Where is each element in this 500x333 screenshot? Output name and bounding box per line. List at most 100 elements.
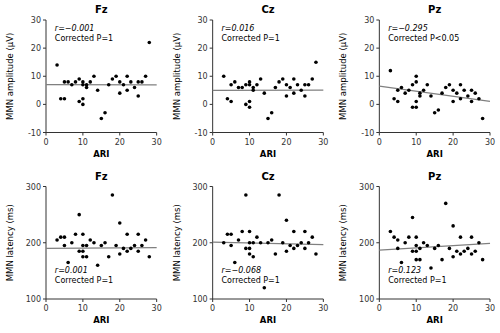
point (136, 249, 140, 253)
point (244, 193, 248, 197)
point (422, 89, 426, 93)
point (451, 224, 455, 228)
point (59, 235, 63, 239)
point (147, 41, 151, 45)
point (303, 230, 307, 234)
point (303, 83, 307, 87)
point (244, 247, 248, 251)
point (414, 244, 418, 248)
annotation: Corrected P=1 (55, 34, 113, 43)
point (63, 235, 67, 239)
point (70, 83, 74, 87)
x-tick-label: 10 (244, 138, 254, 147)
point (400, 261, 404, 265)
regression-line (46, 84, 157, 85)
x-tick-label: 10 (78, 138, 88, 147)
x-tick (249, 133, 250, 136)
point (277, 80, 281, 84)
point (248, 105, 252, 109)
point (466, 94, 470, 98)
annotation: Corrected P<0.05 (388, 34, 459, 43)
y-tick (210, 242, 213, 243)
point (244, 83, 248, 87)
point (133, 244, 137, 248)
point (229, 100, 233, 104)
point (100, 117, 104, 121)
point (111, 77, 115, 81)
y-tick (376, 186, 379, 187)
point (444, 86, 448, 90)
point (229, 244, 233, 248)
x-axis (46, 132, 157, 133)
x-axis-label: ARI (260, 149, 276, 159)
point (118, 252, 122, 256)
y-tick-label: 10 (31, 72, 41, 81)
point (266, 117, 270, 121)
x-tick-label: 20 (281, 304, 291, 313)
y-tick (210, 76, 213, 77)
y-tick (43, 186, 46, 187)
point (470, 252, 474, 256)
panel: 0102030-100102030PzARIMMN amplitude (μV)… (338, 4, 495, 159)
point (466, 247, 470, 251)
x-tick (286, 133, 287, 136)
point (292, 247, 296, 251)
point (407, 235, 411, 239)
point (237, 238, 241, 242)
plot-area (379, 69, 490, 120)
point (403, 91, 407, 95)
point (85, 255, 89, 259)
point (451, 89, 455, 93)
point (400, 86, 404, 90)
point (226, 233, 230, 237)
y-axis-label: MMN amplitude (μV) (172, 33, 182, 120)
panel: 0102030-100102030FzARIMMN amplitude (μV)… (5, 4, 162, 159)
panel: 0102030100200300PzARIMMN latency (ms)r=0… (338, 171, 495, 326)
x-tick-label: 0 (210, 138, 215, 147)
point (81, 255, 85, 259)
point (462, 89, 466, 93)
point (307, 241, 311, 245)
point (77, 77, 81, 81)
y-tick-label: 200 (26, 239, 41, 248)
point (63, 80, 67, 84)
y-tick (376, 299, 379, 300)
point (77, 100, 81, 104)
point (477, 241, 481, 245)
x-tick-label: 0 (377, 304, 382, 313)
y-tick-label: 0 (36, 100, 41, 109)
point (248, 241, 252, 245)
point (411, 249, 415, 253)
point (103, 111, 107, 115)
x-tick-label: 20 (448, 304, 458, 313)
plot-area (46, 41, 157, 121)
x-tick (82, 133, 83, 136)
point (477, 97, 481, 101)
x-axis (379, 299, 490, 300)
point (422, 241, 426, 245)
point (133, 86, 137, 90)
panel: 0102030100200300CzARIMMN latency (ms)r=−… (172, 171, 329, 326)
x-tick (119, 299, 120, 302)
x-tick (416, 299, 417, 302)
y-tick (210, 186, 213, 187)
point (285, 94, 289, 98)
point (129, 80, 133, 84)
y-tick-label: 30 (197, 16, 207, 25)
x-tick (323, 299, 324, 302)
x-tick (490, 299, 491, 302)
point (63, 97, 67, 101)
plot-area (379, 202, 490, 270)
background (0, 0, 500, 333)
point (259, 241, 263, 245)
regression-line (379, 243, 490, 250)
point (392, 235, 396, 239)
y-tick-label: 10 (364, 72, 374, 81)
point (414, 249, 418, 253)
y-tick-label: 200 (359, 239, 374, 248)
point (418, 94, 422, 98)
point (285, 249, 289, 253)
point (118, 221, 122, 225)
point (433, 247, 437, 251)
point (285, 218, 289, 222)
